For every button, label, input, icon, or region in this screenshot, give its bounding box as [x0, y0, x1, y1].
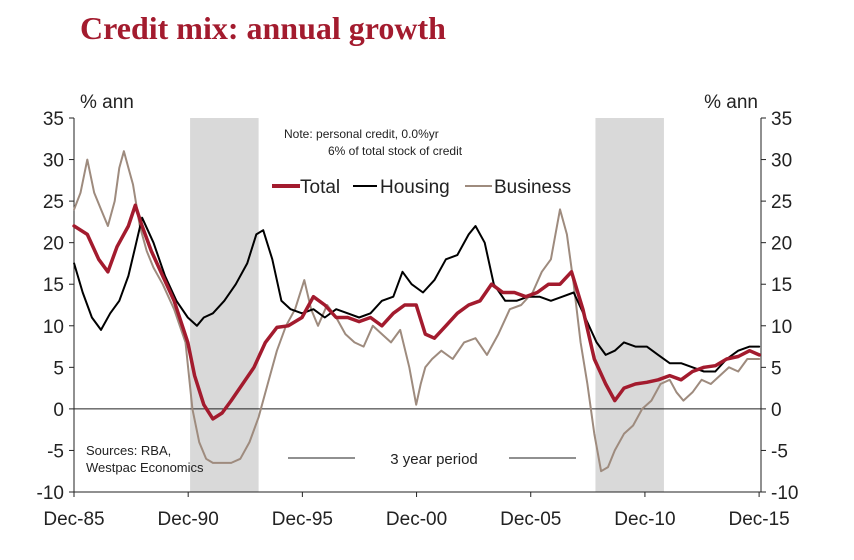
x-tick-label: Dec-95	[272, 509, 333, 530]
y-axis-label-right: % ann	[704, 92, 758, 113]
y-tick-label-right: 25	[771, 192, 792, 213]
y-tick-label-right: 0	[771, 400, 782, 421]
x-tick-label: Dec-15	[728, 509, 789, 530]
y-tick-label-right: 20	[771, 234, 792, 255]
y-tick-label-right: 15	[771, 275, 792, 296]
y-tick-label-left: 0	[53, 400, 64, 421]
tick-labels: 35 35 30 30 25 25 20 20 15 15 10 10 5 5 0 0 -5 -5 -10 -10 De…	[37, 109, 799, 530]
period-label: 3 year period	[390, 451, 478, 468]
y-tick-label-right: 10	[771, 317, 792, 338]
legend-label-housing: Housing	[380, 177, 450, 198]
axes	[69, 117, 766, 497]
note-line-1: Note: personal credit, 0.0%yr	[284, 127, 439, 141]
y-tick-label-right: 30	[771, 151, 792, 172]
x-tick-label: Dec-90	[158, 509, 219, 530]
y-tick-label-left: 15	[43, 275, 64, 296]
series-line-business	[73, 150, 761, 473]
sources-line-2: Westpac Economics	[86, 460, 204, 475]
legend-label-total: Total	[300, 177, 340, 198]
legend-label-business: Business	[494, 177, 571, 198]
shaded-period-2	[595, 118, 664, 492]
x-tick-label: Dec-00	[386, 509, 447, 530]
series-line-total	[72, 203, 761, 421]
y-tick-label-left: 10	[43, 317, 64, 338]
y-axis-label-left: % ann	[80, 92, 134, 113]
y-tick-label-right: 35	[771, 109, 792, 130]
shaded-periods	[190, 118, 664, 492]
y-tick-label-left: 35	[43, 109, 64, 130]
y-tick-label-right: 5	[771, 358, 782, 379]
y-tick-label-left: 5	[53, 358, 64, 379]
x-tick-label: Dec-10	[614, 509, 675, 530]
y-tick-label-left: 25	[43, 192, 64, 213]
y-tick-label-left: 30	[43, 151, 64, 172]
shaded-period-1	[190, 118, 259, 492]
sources-line-1: Sources: RBA,	[86, 443, 171, 458]
legend: Total Housing Business	[272, 177, 571, 198]
note-line-2: 6% of total stock of credit	[328, 144, 463, 158]
y-tick-label-right: -5	[771, 441, 788, 462]
series-line-housing	[73, 216, 761, 373]
series-lines	[72, 150, 761, 473]
y-tick-label-right: -10	[771, 483, 798, 504]
x-tick-label: Dec-05	[500, 509, 561, 530]
y-tick-label-left: -10	[37, 483, 64, 504]
y-tick-label-left: -5	[47, 441, 64, 462]
y-tick-label-left: 20	[43, 234, 64, 255]
x-tick-label: Dec-85	[43, 509, 104, 530]
period-annotation: 3 year period	[288, 451, 576, 468]
chart-title: Credit mix: annual growth	[80, 10, 446, 46]
